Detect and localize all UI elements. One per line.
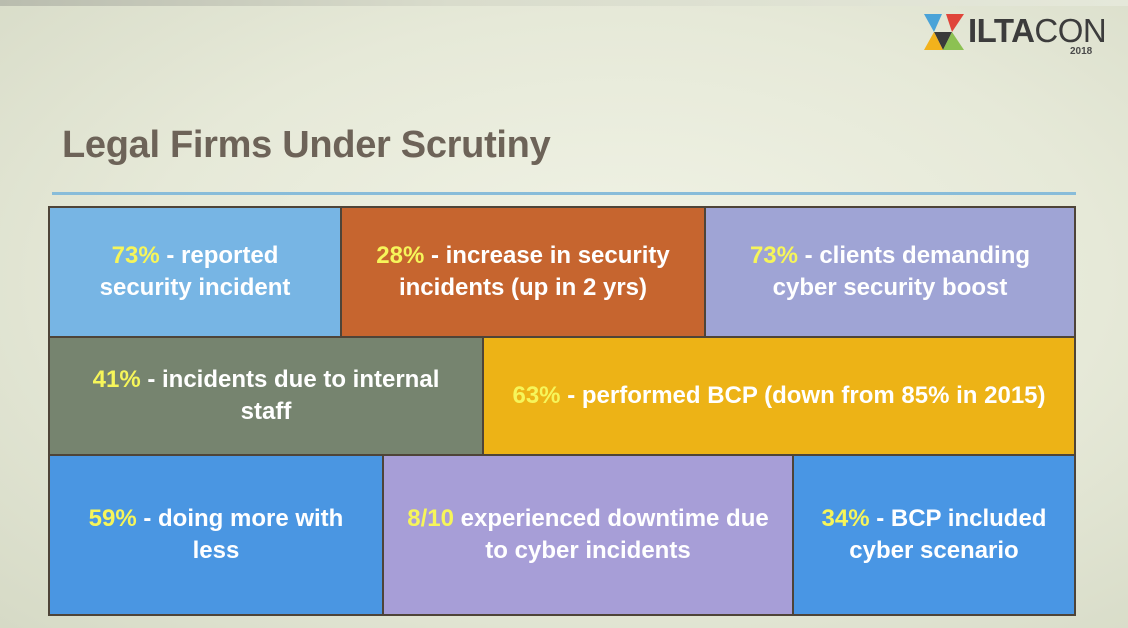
stat-cell-security-increase: 28% - increase in security incidents (up… (342, 208, 704, 336)
stat-text: - BCP included cyber scenario (849, 505, 1047, 564)
stat-cell-clients-demanding: 73% - clients demanding cyber security b… (706, 208, 1074, 336)
stat-text: experienced downtime due to cyber incide… (453, 505, 769, 564)
logo-name-regular: CON (1034, 12, 1107, 49)
stat-percent: 73% (111, 242, 160, 269)
logo-name-bold: ILTA (968, 12, 1035, 49)
stat-text: - reported security incident (99, 242, 291, 301)
stat-text: - increase in security incidents (up in … (398, 242, 670, 301)
iltacon-logo: ILTACON 2018 (922, 10, 1112, 60)
stat-cell-downtime: 8/10 experienced downtime due to cyber i… (384, 456, 792, 614)
stat-percent: 8/10 (407, 505, 454, 532)
logo-year: 2018 (1070, 46, 1093, 57)
stat-percent: 63% (512, 382, 561, 409)
logo-wordmark: ILTACON (968, 12, 1107, 49)
stat-text: - doing more with less (136, 505, 344, 564)
stats-grid: 73% - reported security incident 28% - i… (48, 206, 1076, 616)
stat-cell-doing-more: 59% - doing more with less (50, 456, 382, 614)
stat-percent: 73% (749, 242, 798, 269)
title-divider (52, 192, 1076, 195)
stat-cell-internal-staff: 41% - incidents due to internal staff (50, 338, 482, 454)
stat-cell-performed-bcp: 63% - performed BCP (down from 85% in 20… (484, 338, 1074, 454)
stat-percent: 28% (376, 242, 425, 269)
stat-percent: 41% (92, 366, 141, 393)
stat-percent: 34% (821, 505, 870, 532)
stat-cell-bcp-cyber: 34% - BCP included cyber scenario (794, 456, 1074, 614)
stat-text: - clients demanding cyber security boost (772, 242, 1031, 301)
iltacon-logo-mark (924, 14, 964, 50)
stat-cell-reported-incident: 73% - reported security incident (50, 208, 340, 336)
stat-percent: 59% (88, 505, 137, 532)
slide-title: Legal Firms Under Scrutiny (62, 124, 551, 166)
top-edge-strip (0, 0, 1128, 6)
stat-text: - incidents due to internal staff (140, 366, 440, 425)
stat-text: - performed BCP (down from 85% in 2015) (560, 382, 1046, 409)
